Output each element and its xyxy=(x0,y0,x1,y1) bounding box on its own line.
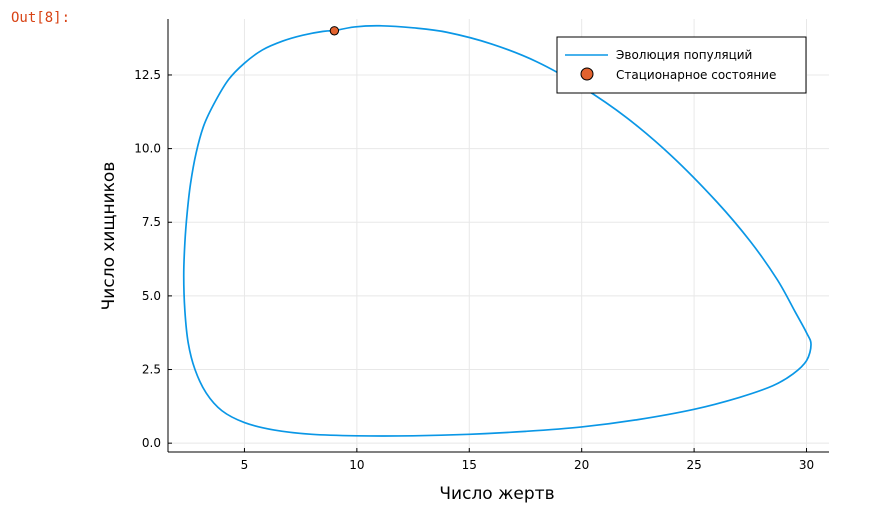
legend-box xyxy=(556,36,807,94)
axes xyxy=(167,19,829,453)
y-axis-label: Число хищников xyxy=(99,162,119,311)
y-tick-label: 2.5 xyxy=(142,363,161,377)
x-tick-label: 5 xyxy=(241,458,249,472)
stationary-point xyxy=(329,26,340,36)
legend-label-series: Эволюция популяций xyxy=(616,48,752,62)
x-tick-label: 30 xyxy=(799,458,814,472)
series-line-population xyxy=(182,24,812,437)
x-tick-label: 10 xyxy=(349,458,364,472)
legend: Эволюция популяций Стационарное состояни… xyxy=(556,36,807,94)
legend-marker-swatch xyxy=(580,67,594,81)
plot-area xyxy=(182,24,812,437)
y-tick-label: 10.0 xyxy=(134,142,161,156)
x-tick-label: 15 xyxy=(462,458,477,472)
x-tick-label: 20 xyxy=(574,458,589,472)
legend-label-point: Стационарное состояние xyxy=(616,68,776,82)
x-tick-label: 25 xyxy=(686,458,701,472)
x-axis-label: Число жертв xyxy=(439,484,554,504)
y-tick-label: 7.5 xyxy=(142,215,161,229)
output-prompt: Out[8]: xyxy=(11,10,71,26)
y-tick-label: 12.5 xyxy=(134,68,161,82)
ticks: 5 10 15 20 25 30 0.0 2.5 5.0 7.5 10.0 12.5 xyxy=(134,68,814,472)
y-tick-label: 0.0 xyxy=(142,436,161,450)
y-tick-label: 5.0 xyxy=(142,289,161,303)
